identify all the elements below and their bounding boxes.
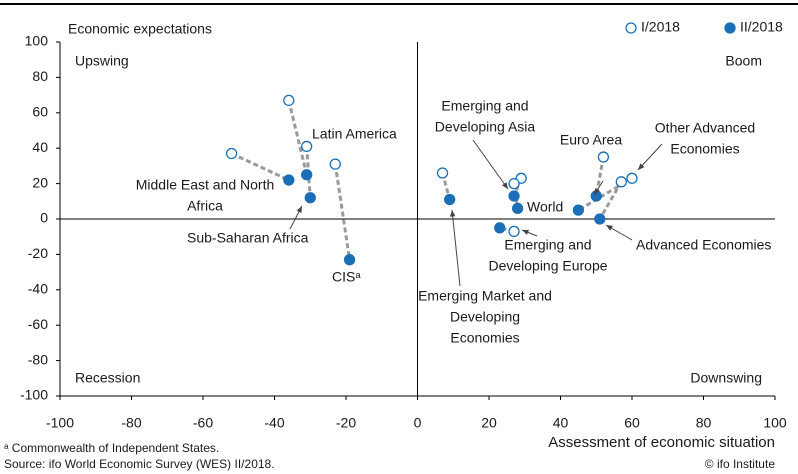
region-label: Developing Europe [488,258,607,274]
pointer [472,139,509,190]
quadrant-label: Downswing [690,370,762,386]
connector [333,163,352,260]
y-tick-label: 40 [32,139,48,155]
footnote: Source: ifo World Economic Survey (WES) … [4,457,275,471]
connector [598,181,623,220]
region-label: Middle East and North [136,177,275,193]
region-label: Economies [670,141,739,157]
connector [287,100,309,176]
y-tick-label: 60 [32,104,48,120]
legend-marker [724,22,736,34]
legend-label: II/2018 [740,19,783,35]
quadrant-label: Recession [75,370,140,386]
point [508,190,520,202]
x-tick-label: -100 [46,415,74,431]
footnote: ᵃ Commonwealth of Independent States. [4,441,219,455]
x-tick-label: -20 [336,415,356,431]
x-tick-label: 60 [624,415,640,431]
region-label: Other Advanced [655,120,755,136]
region-label: Developing [450,309,520,325]
region-label: CISᵃ [332,269,361,285]
x-tick-label: -80 [121,415,141,431]
y-tick-label: 80 [32,68,48,84]
point [283,174,295,186]
legend-marker [625,22,637,34]
point [225,147,238,160]
point [572,204,585,216]
connector [230,152,290,182]
point [304,192,316,204]
y-tick-label: 100 [25,33,49,49]
x-tick-label: 0 [414,415,422,431]
y-tick-label: -100 [20,387,48,403]
pointer-head [449,210,456,217]
point [494,222,506,234]
y-tick-label: -40 [28,281,48,297]
point [594,213,606,225]
y-axis-title: Economic expectations [68,21,212,37]
region-label: Euro Area [560,132,622,148]
point [444,193,456,206]
pointer-head [296,206,302,213]
region-label: Emerging and [441,98,528,114]
region-label: Africa [187,198,223,214]
region-label: Emerging Market and [418,288,552,304]
pointer-head [522,229,529,235]
pointer-head [594,188,600,195]
region-label: Advanced Economies [636,237,771,253]
legend-label: I/2018 [641,19,680,35]
y-tick-label: -60 [28,316,48,332]
x-tick-label: 20 [481,415,497,431]
y-tick-label: -80 [28,351,48,367]
pointer-head [502,182,508,189]
region-label: Economies [450,330,519,346]
x-axis-title: Assessment of economic situation [548,434,775,451]
point [615,176,627,188]
y-tick-label: 0 [40,210,48,226]
point [511,202,524,215]
pointer [451,209,461,287]
x-tick-label: 100 [763,415,787,431]
region-label: Emerging and [504,237,591,253]
region-label: World [527,199,563,215]
point [329,158,341,170]
point [343,254,356,266]
point [301,169,313,181]
region-label: Latin America [312,126,397,142]
y-tick-label: -20 [28,245,48,261]
quadrant-label: Upswing [75,53,129,69]
region-label: Developing Asia [435,119,536,135]
x-tick-label: -40 [264,415,284,431]
point [436,167,449,179]
point [283,94,295,107]
point [597,151,610,163]
credit: © ifo Institute [705,457,776,471]
x-tick-label: 40 [553,415,569,431]
region-label: Sub-Saharan Africa [187,230,309,246]
point [508,177,520,190]
pointer-head [638,163,645,170]
point [626,172,638,184]
x-tick-label: -60 [193,415,213,431]
point [508,225,520,238]
y-tick-label: 20 [32,174,48,190]
point [301,140,313,153]
quadrant-label: Boom [725,53,762,69]
x-tick-label: 80 [696,415,712,431]
pointer-head [606,225,613,231]
